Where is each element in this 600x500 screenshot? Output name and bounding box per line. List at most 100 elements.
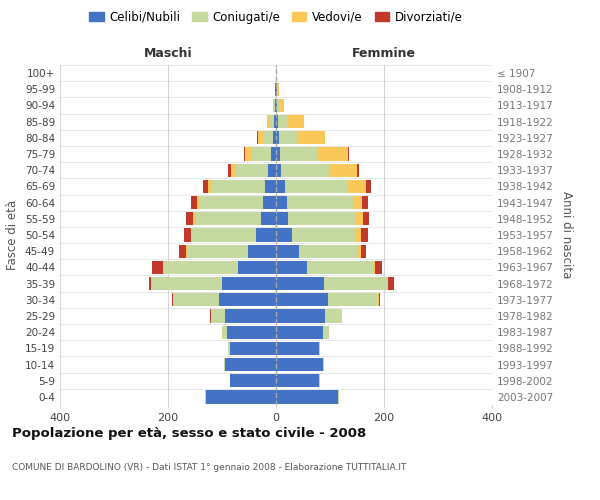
Bar (317, 148, 348, 160)
Bar (357, 244, 361, 258)
Bar (262, 212, 276, 226)
Bar (267, 115, 270, 128)
Text: Popolazione per età, sesso e stato civile - 2008: Popolazione per età, sesso e stato civil… (12, 428, 366, 440)
Bar (230, 342, 276, 355)
Text: Femmine: Femmine (352, 47, 416, 60)
Bar (276, 277, 323, 290)
Bar (251, 148, 271, 160)
Bar (277, 99, 278, 112)
Bar (192, 228, 256, 241)
Bar (273, 131, 276, 144)
Bar (244, 148, 245, 160)
Bar (227, 326, 276, 339)
Legend: Celibi/Nubili, Coniugati/e, Vedovi/e, Divorziati/e: Celibi/Nubili, Coniugati/e, Vedovi/e, Di… (85, 6, 467, 28)
Bar (276, 115, 278, 128)
Bar (299, 244, 357, 258)
Bar (307, 260, 373, 274)
Bar (238, 260, 276, 274)
Text: COMUNE DI BARDOLINO (VR) - Dati ISTAT 1° gennaio 2008 - Elaborazione TUTTITALIA.: COMUNE DI BARDOLINO (VR) - Dati ISTAT 1°… (12, 462, 406, 471)
Bar (152, 277, 222, 290)
Bar (276, 310, 325, 322)
Bar (230, 374, 276, 388)
Bar (230, 164, 235, 177)
Bar (271, 148, 276, 160)
Bar (163, 260, 164, 274)
Bar (388, 277, 394, 290)
Bar (187, 212, 193, 226)
Bar (353, 196, 362, 209)
Bar (274, 115, 276, 128)
Bar (256, 228, 276, 241)
Bar (268, 164, 276, 177)
Bar (225, 310, 276, 322)
Bar (265, 180, 276, 193)
Bar (323, 326, 329, 339)
Text: Maschi: Maschi (143, 47, 193, 60)
Bar (296, 131, 325, 144)
Bar (375, 260, 382, 274)
Bar (319, 342, 320, 355)
Bar (173, 293, 220, 306)
Bar (208, 180, 212, 193)
Bar (199, 196, 263, 209)
Bar (222, 277, 276, 290)
Bar (276, 293, 328, 306)
Bar (263, 131, 273, 144)
Bar (184, 228, 191, 241)
Bar (323, 277, 387, 290)
Bar (365, 180, 371, 193)
Bar (186, 244, 187, 258)
Bar (277, 82, 278, 96)
Bar (275, 99, 276, 112)
Bar (276, 212, 288, 226)
Bar (273, 99, 274, 112)
Bar (257, 131, 263, 144)
Bar (329, 164, 357, 177)
Bar (278, 115, 287, 128)
Bar (263, 196, 276, 209)
Bar (373, 260, 375, 274)
Bar (270, 115, 274, 128)
Bar (356, 212, 363, 226)
Bar (172, 293, 173, 306)
Bar (361, 244, 366, 258)
Bar (348, 148, 349, 160)
Bar (349, 180, 365, 193)
Bar (229, 164, 230, 177)
Bar (276, 99, 277, 112)
Bar (387, 277, 388, 290)
Bar (276, 342, 319, 355)
Bar (248, 244, 276, 258)
Bar (197, 196, 199, 209)
Bar (280, 148, 317, 160)
Bar (245, 148, 251, 160)
Bar (357, 164, 359, 177)
Bar (276, 164, 281, 177)
Bar (179, 244, 186, 258)
Bar (276, 196, 287, 209)
Bar (325, 310, 342, 322)
Bar (276, 131, 279, 144)
Y-axis label: Fasce di età: Fasce di età (7, 200, 19, 270)
Bar (276, 390, 338, 404)
Bar (229, 342, 230, 355)
Bar (379, 293, 380, 306)
Bar (276, 374, 319, 388)
Bar (278, 99, 284, 112)
Bar (187, 244, 248, 258)
Bar (212, 180, 265, 193)
Bar (363, 212, 370, 226)
Bar (191, 196, 197, 209)
Bar (276, 260, 307, 274)
Bar (292, 228, 356, 241)
Bar (276, 228, 292, 241)
Bar (225, 358, 276, 371)
Bar (211, 310, 225, 322)
Bar (149, 277, 151, 290)
Bar (164, 260, 238, 274)
Bar (328, 293, 378, 306)
Bar (206, 390, 276, 404)
Bar (276, 244, 299, 258)
Bar (235, 164, 268, 177)
Bar (203, 180, 208, 193)
